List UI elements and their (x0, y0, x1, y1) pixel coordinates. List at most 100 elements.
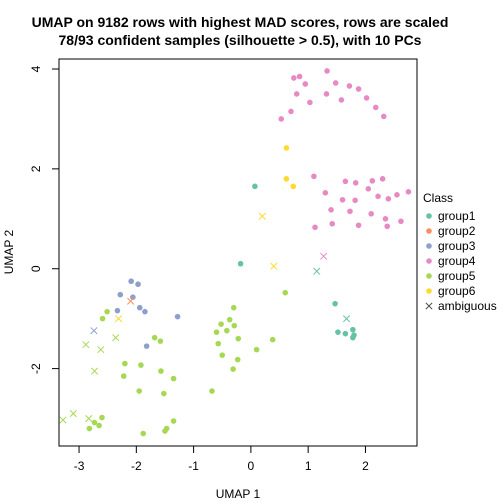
ambiguous-point (97, 346, 105, 354)
group5-point (162, 428, 168, 434)
group3-point (128, 278, 134, 285)
ambiguous-point-stroke-b (90, 327, 98, 335)
group1-point (350, 334, 356, 341)
group4-point (302, 81, 309, 87)
legend-cross-icon-stroke-b (425, 302, 433, 310)
ambiguous-point (342, 315, 351, 323)
group1-point (350, 326, 356, 333)
group4-point (293, 91, 300, 97)
group5-point (99, 315, 106, 322)
ambiguous-point (127, 297, 135, 305)
ambiguous-point-stroke-b (313, 267, 321, 275)
group4-point (368, 211, 374, 217)
legend-dot-icon (426, 273, 432, 279)
group5-point (231, 322, 238, 329)
y-tick-label: 2 (29, 165, 43, 172)
ambiguous-point-stroke-b (320, 252, 328, 260)
ambiguous-point-stroke-b (82, 341, 90, 349)
group5-point (224, 327, 230, 334)
ambiguous-point-stroke-b (85, 414, 93, 423)
group4-point (291, 75, 297, 81)
ambiguous-point-stroke-b (127, 297, 135, 305)
group4-point (384, 223, 391, 230)
chart-title: UMAP on 9182 rows with highest MAD score… (32, 14, 449, 30)
x-tick-label: 2 (362, 459, 369, 473)
group5-point (122, 360, 128, 367)
group4-point (355, 86, 362, 92)
group4-point (398, 218, 404, 225)
group5-point (136, 388, 142, 394)
group4-point (338, 97, 345, 103)
group3-point (135, 281, 141, 288)
group5-point (138, 362, 144, 368)
group5-point (99, 414, 105, 421)
ambiguous-point-stroke-b (59, 416, 67, 424)
x-axis-label: UMAP 1 (216, 487, 261, 501)
group4-point (375, 193, 381, 200)
group5-point (253, 346, 260, 353)
group3-point (130, 294, 136, 300)
ambiguous-point-stroke-b (69, 409, 77, 418)
group5-point (157, 338, 164, 344)
legend-label-group5: group5 (438, 269, 476, 283)
x-tick-label: -1 (188, 459, 199, 473)
group4-point (363, 95, 370, 101)
ambiguous-point (112, 334, 120, 342)
group3-point (174, 313, 181, 320)
group5-point (209, 388, 215, 394)
legend: Class group1group2group3group4group5grou… (423, 191, 497, 313)
group5-point (91, 419, 98, 426)
group1-point (335, 329, 341, 335)
group4-point (347, 208, 353, 215)
chart-subtitle: 78/93 confident samples (silhouette > 0.… (59, 32, 422, 48)
group4-point (346, 83, 353, 89)
group4-point (352, 197, 358, 204)
legend-label-group2: group2 (438, 224, 476, 238)
group5-point (86, 425, 93, 432)
group4-point (339, 197, 346, 203)
ambiguous-point (313, 267, 321, 275)
group4-point (323, 91, 330, 97)
legend-title: Class (423, 191, 453, 205)
x-tick-label: 0 (248, 459, 255, 473)
group5-point (96, 422, 102, 429)
group4-point (380, 113, 387, 120)
group4-point (394, 192, 400, 198)
legend-label-ambiguous: ambiguous (438, 299, 497, 313)
group4-point (332, 80, 339, 86)
y-axis-label: UMAP 2 (2, 229, 16, 274)
group4-point (365, 186, 372, 192)
group4-point (307, 99, 313, 106)
group4-point (296, 73, 303, 80)
ambiguous-point-stroke-b (342, 315, 351, 323)
group5-point (104, 308, 110, 315)
group5-point (170, 418, 177, 424)
ambiguous-point-stroke-b (97, 346, 105, 354)
group5-point (213, 329, 220, 335)
y-tick-label: 4 (29, 65, 43, 72)
group5-point (170, 375, 177, 382)
group5-point (161, 390, 167, 397)
legend-dot-icon (426, 243, 432, 249)
x-tick-label: -2 (131, 459, 142, 473)
legend-label-group3: group3 (438, 239, 476, 253)
group5-point (151, 334, 158, 341)
x-axis: -3 -2 -1 0 1 2 (74, 445, 369, 473)
x-tick-label: 1 (305, 459, 312, 473)
legend-dot-icon (426, 213, 432, 219)
group3-point (114, 307, 121, 314)
group1-point (252, 183, 258, 190)
ambiguous-point (320, 252, 328, 260)
group6-point (283, 176, 290, 182)
group4-point (288, 108, 294, 115)
legend-label-group4: group4 (438, 254, 476, 268)
y-axis: -2 0 2 4 (29, 65, 60, 374)
group3-point (136, 304, 143, 311)
group4-point (379, 176, 386, 182)
ambiguous-point-stroke-b (90, 367, 99, 375)
ambiguous-point (85, 414, 93, 423)
group6-point (290, 183, 297, 190)
ambiguous-point-stroke-b (270, 262, 278, 270)
ambiguous-point (270, 262, 278, 270)
